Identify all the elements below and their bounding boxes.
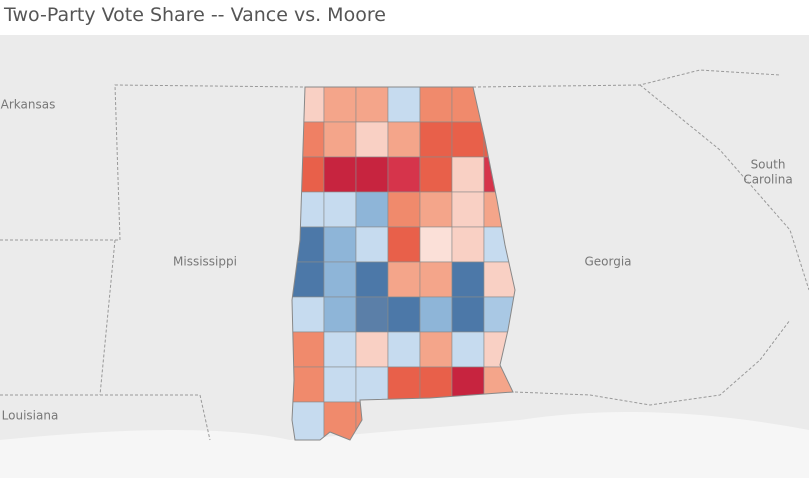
county <box>355 87 389 123</box>
county <box>419 191 453 228</box>
county <box>323 156 357 193</box>
county <box>387 261 421 298</box>
region-label: Arkansas <box>1 98 56 112</box>
county <box>419 121 453 158</box>
county <box>387 331 421 368</box>
county <box>451 261 485 298</box>
county <box>323 296 357 333</box>
county <box>292 401 325 440</box>
county <box>355 331 389 368</box>
county <box>355 226 389 263</box>
county <box>451 156 485 193</box>
county <box>419 87 453 123</box>
county <box>419 261 453 298</box>
county <box>419 156 453 193</box>
county <box>355 121 389 158</box>
county <box>419 296 453 333</box>
state-outline <box>291 86 516 441</box>
county <box>451 296 485 333</box>
region-label: South <box>751 158 786 172</box>
county <box>387 366 421 403</box>
county <box>355 366 389 403</box>
county <box>387 87 421 123</box>
county <box>323 87 357 123</box>
county <box>387 191 421 228</box>
county <box>387 156 421 193</box>
map-title: Two-Party Vote Share -- Vance vs. Moore <box>4 4 386 26</box>
county <box>323 121 357 158</box>
county <box>451 191 485 228</box>
county <box>323 191 357 228</box>
labels: Arkansas Mississippi Louisiana Georgia South… <box>1 98 793 423</box>
county <box>323 261 357 298</box>
county <box>419 331 453 368</box>
county <box>387 121 421 158</box>
county <box>323 331 357 368</box>
state-borders <box>0 69 809 441</box>
region-label: Mississippi <box>173 255 237 269</box>
county <box>292 366 325 403</box>
region-label: Carolina <box>743 173 792 187</box>
county <box>419 226 453 263</box>
map: Arkansas Mississippi Louisiana Georgia South… <box>0 35 809 478</box>
county <box>323 226 357 263</box>
county <box>451 121 485 158</box>
region-label: Louisiana <box>2 409 59 423</box>
county <box>451 331 485 368</box>
county <box>323 366 357 403</box>
county <box>355 156 389 193</box>
gulf <box>0 412 809 478</box>
counties <box>292 87 515 440</box>
county <box>387 296 421 333</box>
region-label: Georgia <box>584 255 631 269</box>
county <box>355 296 389 333</box>
county <box>355 191 389 228</box>
county <box>292 331 325 368</box>
county <box>387 226 421 263</box>
county <box>355 261 389 298</box>
county <box>451 226 485 263</box>
county <box>292 296 325 333</box>
